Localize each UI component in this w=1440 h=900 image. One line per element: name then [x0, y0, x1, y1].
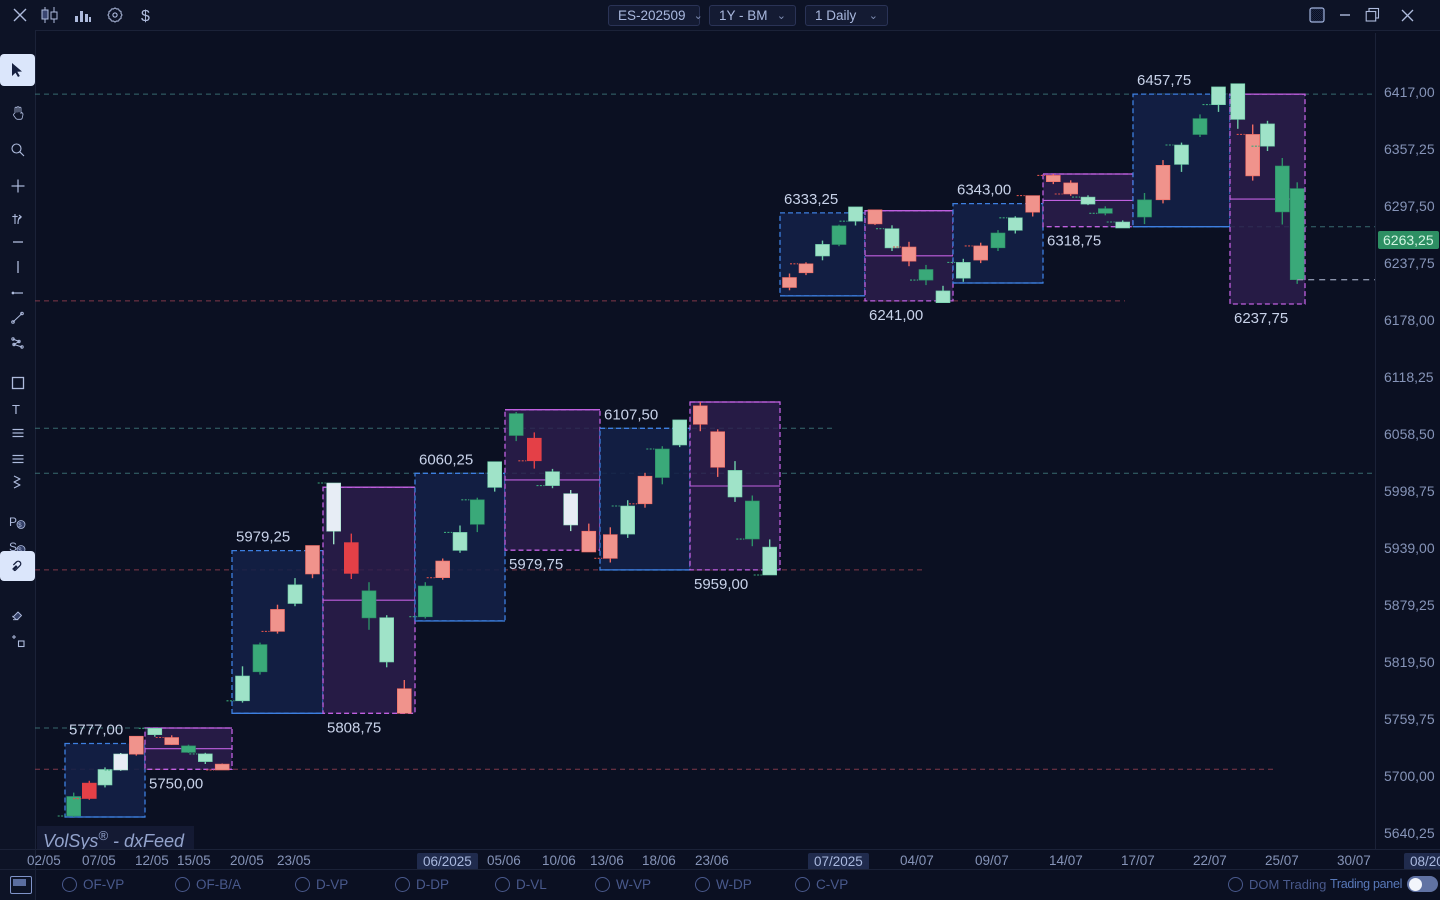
- svg-text:6107,50: 6107,50: [604, 406, 658, 423]
- svg-text:6060,25: 6060,25: [419, 451, 473, 468]
- svg-text:6318,75: 6318,75: [1047, 233, 1101, 250]
- svg-text:5979,75: 5979,75: [509, 556, 563, 573]
- svg-text:6333,25: 6333,25: [784, 191, 838, 208]
- svg-text:6237,75: 6237,75: [1234, 310, 1288, 327]
- svg-text:5777,00: 5777,00: [69, 722, 123, 739]
- svg-text:P: P: [9, 515, 17, 529]
- svg-text:$: $: [141, 8, 150, 25]
- svg-text:6241,00: 6241,00: [869, 307, 923, 324]
- svg-text:6457,75: 6457,75: [1137, 72, 1191, 89]
- svg-text:T: T: [12, 402, 20, 417]
- svg-text:5979,25: 5979,25: [236, 529, 290, 546]
- svg-text:5750,00: 5750,00: [149, 775, 203, 792]
- svg-text:5959,00: 5959,00: [694, 576, 748, 593]
- svg-text:5808,75: 5808,75: [327, 719, 381, 736]
- svg-text:6343,00: 6343,00: [957, 182, 1011, 199]
